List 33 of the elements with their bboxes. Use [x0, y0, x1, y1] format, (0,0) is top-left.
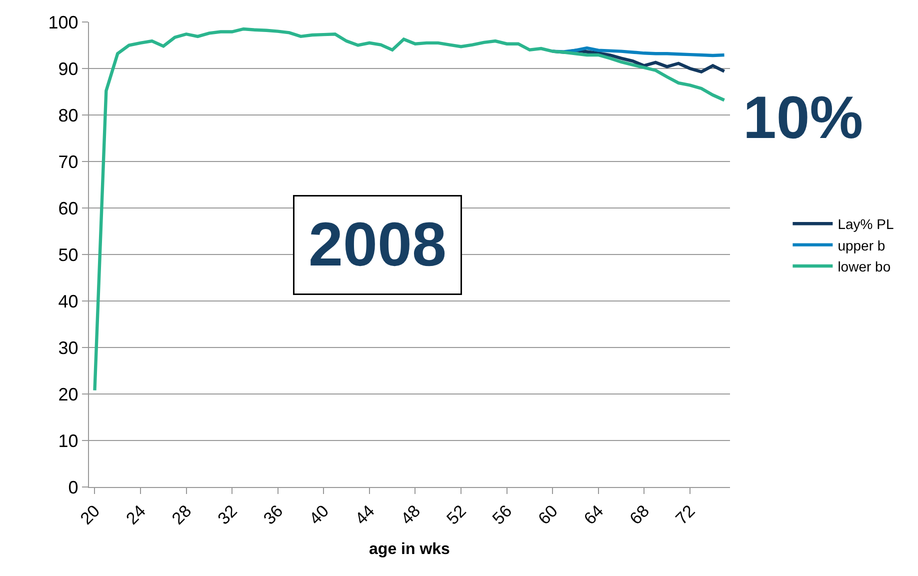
y-tick-label: 80 [58, 105, 78, 126]
y-tick-label: 60 [58, 198, 78, 218]
x-axis-title: age in wks [369, 540, 450, 558]
legend-label: Lay% PL [838, 216, 894, 232]
x-tick-label: 64 [580, 501, 608, 528]
x-tick-label: 44 [351, 501, 378, 528]
text: 10% [743, 84, 864, 151]
legend-label: lower bo [838, 258, 891, 274]
line-series [93, 27, 726, 392]
x-tick-label: 20 [76, 501, 104, 528]
x-tick-label: 32 [214, 501, 241, 528]
y-tick-label: 100 [48, 12, 78, 32]
x-tick-label: 56 [488, 501, 516, 528]
y-tick-label: 90 [58, 58, 78, 79]
y-tick-label: 70 [58, 152, 78, 172]
annotation: 2008 [308, 210, 446, 280]
legend-label: upper b [838, 237, 886, 254]
x-tick-label: 48 [397, 501, 424, 528]
x-tick-label: 72 [672, 501, 699, 528]
x-tick-label: 40 [306, 501, 332, 528]
y-tick-label: 10 [58, 430, 78, 451]
line-series [550, 46, 726, 58]
x-tick-label: 68 [626, 501, 653, 528]
x-tick-label: 52 [443, 501, 470, 528]
x-tick-label: 36 [260, 501, 287, 528]
y-tick-label: 40 [58, 291, 78, 312]
y-tick-label: 30 [58, 338, 78, 358]
x-tick-label: 28 [168, 501, 196, 528]
x-tick-label: 24 [122, 501, 150, 528]
y-tick-label: 50 [58, 244, 78, 265]
y-tick-label: 20 [58, 384, 78, 404]
y-tick-label: 0 [68, 477, 78, 498]
x-tick-label: 60 [534, 501, 562, 528]
